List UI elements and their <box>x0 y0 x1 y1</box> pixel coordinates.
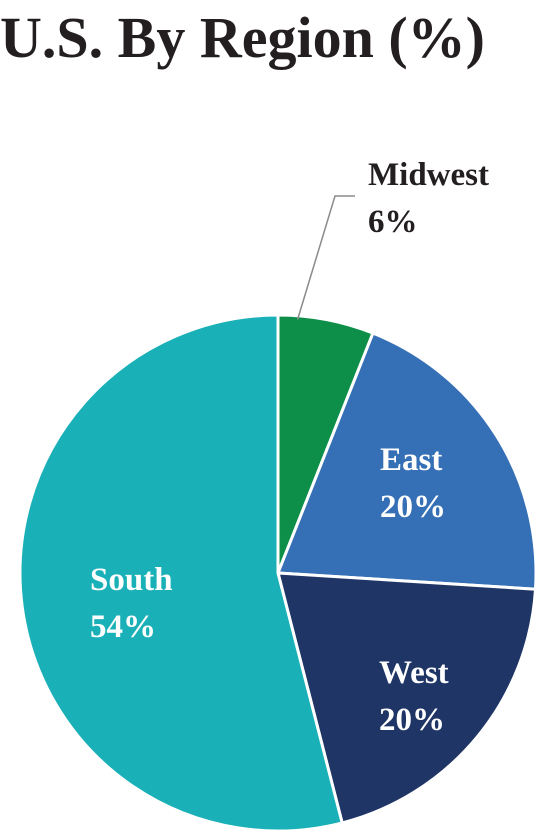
slice-value-east: 20% <box>380 489 446 525</box>
slice-value-west: 20% <box>379 702 445 738</box>
pie-slice-west <box>276 571 538 825</box>
slice-label-east: East <box>380 442 442 478</box>
pie-slice-south <box>18 313 344 833</box>
slice-value-midwest: 6% <box>368 204 418 240</box>
midwest-leader-line <box>296 195 355 320</box>
slice-value-south: 54% <box>90 609 156 645</box>
slice-label-west: West <box>379 655 449 691</box>
pie-slice-east <box>275 331 538 591</box>
chart-title: U.S. By Region (%) <box>0 5 485 70</box>
slice-label-south: South <box>90 562 173 598</box>
slice-label-midwest: Midwest <box>368 157 489 193</box>
